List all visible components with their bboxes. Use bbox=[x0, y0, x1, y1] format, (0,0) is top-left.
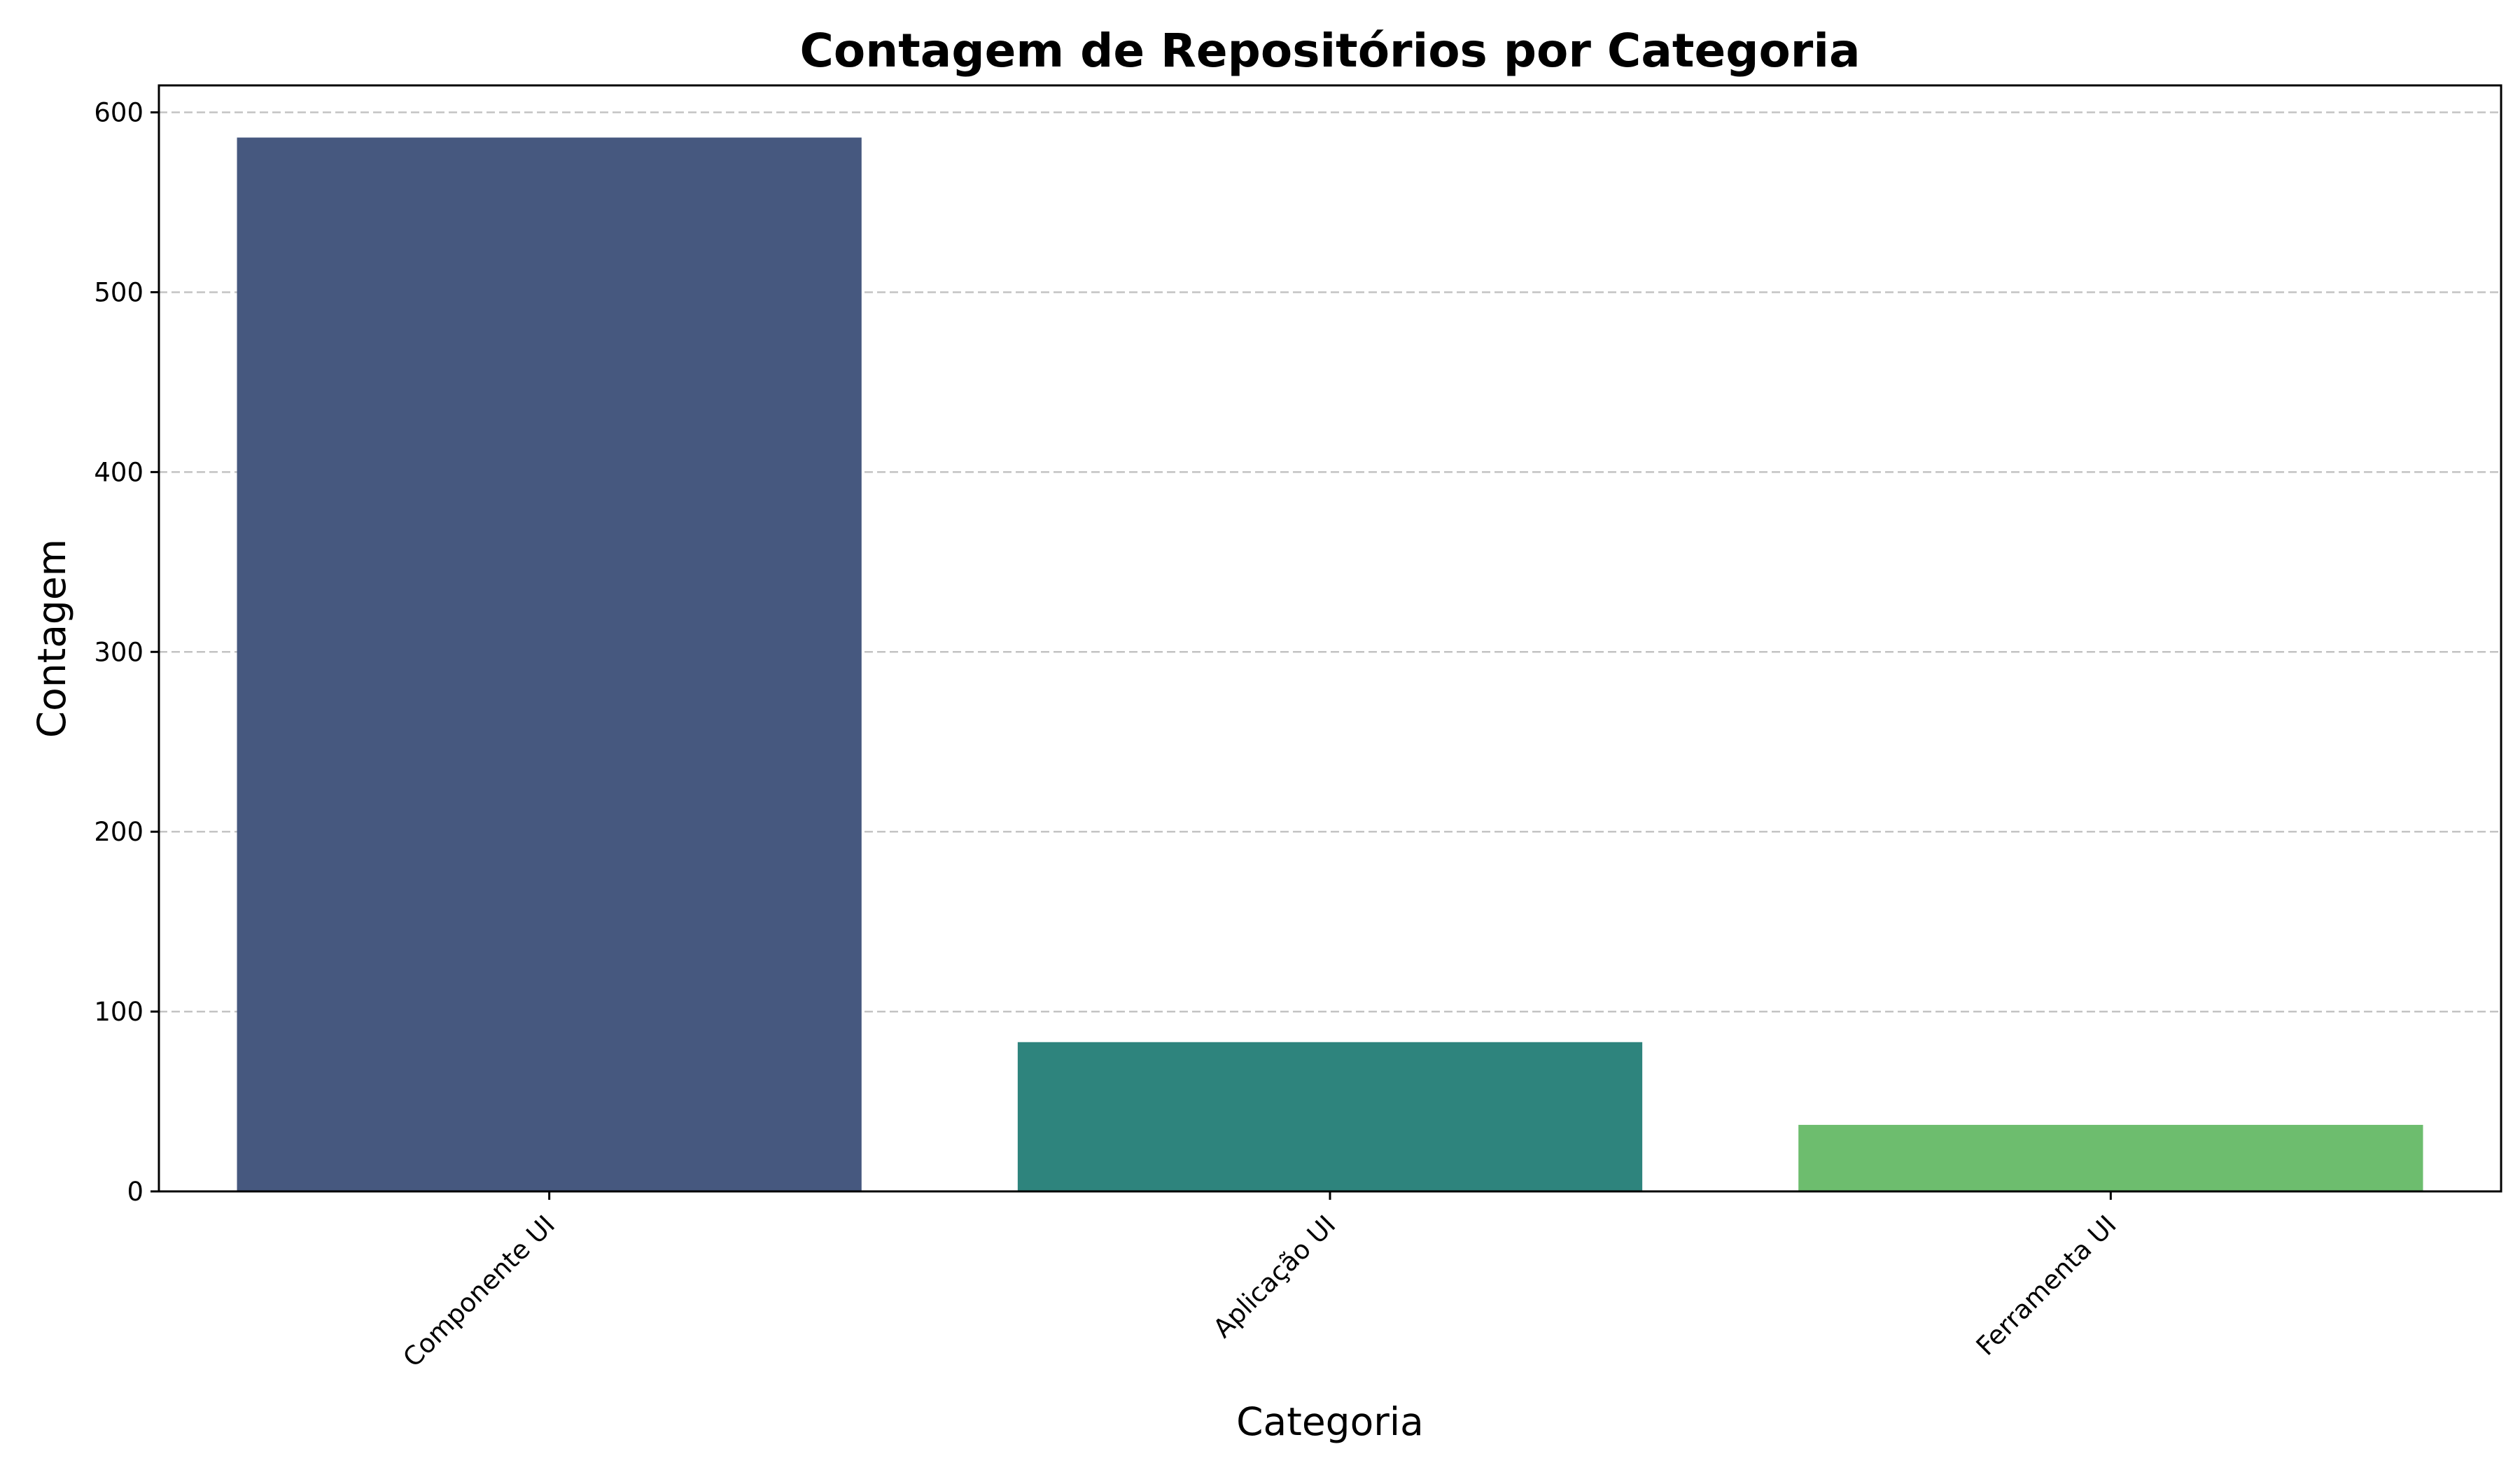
x-axis-ticks: Componente UI Aplicação UI Ferramenta UI bbox=[397, 1191, 2122, 1373]
y-tick-label: 600 bbox=[94, 98, 144, 128]
y-tick-label: 300 bbox=[94, 637, 144, 667]
x-tick-label: Componente UI bbox=[397, 1210, 561, 1373]
y-axis-ticks: 0 100 200 300 400 500 600 bbox=[94, 98, 159, 1207]
x-axis-label: Categoria bbox=[1236, 1399, 1424, 1444]
bars bbox=[237, 137, 2423, 1192]
chart-title: Contagem de Repositórios por Categoria bbox=[799, 24, 1860, 78]
y-tick-label: 400 bbox=[94, 457, 144, 487]
y-tick-label: 0 bbox=[127, 1177, 144, 1207]
bar bbox=[1798, 1124, 2423, 1191]
y-axis-label: Contagem bbox=[29, 539, 74, 738]
bar bbox=[1017, 1042, 1643, 1191]
bar bbox=[237, 137, 862, 1192]
y-tick-label: 100 bbox=[94, 997, 144, 1027]
x-tick-label: Aplicação UI bbox=[1208, 1210, 1341, 1343]
y-tick-label: 200 bbox=[94, 817, 144, 847]
y-tick-label: 500 bbox=[94, 277, 144, 307]
x-tick-label: Ferramenta UI bbox=[1970, 1210, 2122, 1362]
